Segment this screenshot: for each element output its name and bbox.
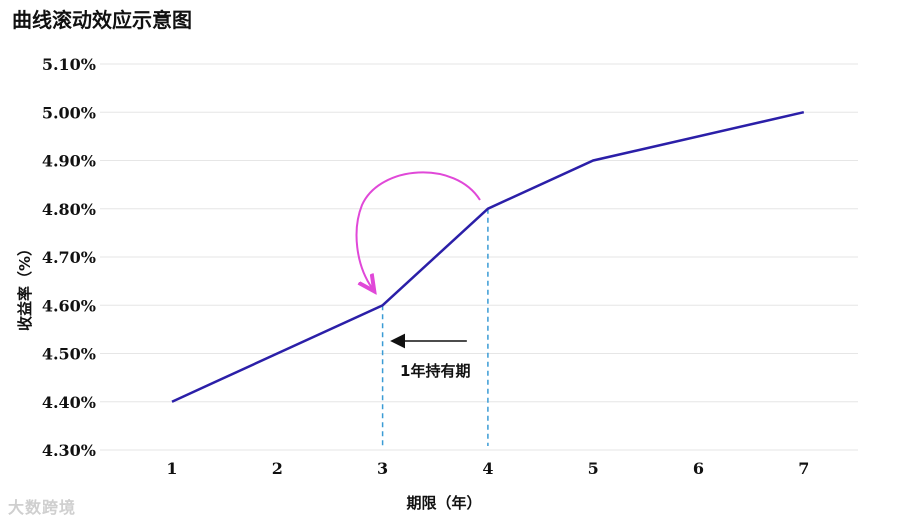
chart-title: 曲线滚动效应示意图 — [12, 8, 192, 32]
x-tick-label: 7 — [798, 459, 809, 478]
y-tick-label: 4.60% — [42, 296, 96, 315]
x-tick-label: 2 — [272, 459, 283, 478]
x-axis-ticks: 1 2 3 4 5 6 7 — [166, 459, 809, 478]
holding-period-label: 1年持有期 — [400, 362, 470, 380]
holding-period-guides — [381, 208, 489, 446]
watermark: 大数跨境 — [8, 498, 77, 517]
y-tick-label: 4.90% — [42, 152, 96, 171]
y-tick-label: 5.00% — [42, 103, 96, 122]
y-axis-ticks: 4.30% 4.40% 4.50% 4.60% 4.70% 4.80% 4.90% 5.00%… — [42, 55, 96, 460]
x-tick-label: 1 — [166, 459, 177, 478]
roll-down-arrow — [355, 171, 481, 288]
y-tick-label: 4.40% — [42, 393, 96, 412]
x-tick-label: 3 — [377, 459, 388, 478]
gridlines — [100, 63, 858, 451]
y-tick-label: 4.30% — [42, 441, 96, 460]
y-tick-label: 4.80% — [42, 200, 96, 219]
y-tick-label: 4.50% — [42, 345, 96, 364]
x-tick-label: 6 — [693, 459, 704, 478]
x-tick-label: 5 — [588, 459, 599, 478]
x-axis-label: 期限（年） — [406, 494, 481, 512]
y-axis-label: 收益率（%） — [16, 241, 34, 331]
yield-curve-line — [171, 110, 805, 403]
y-tick-label: 5.10% — [42, 55, 96, 74]
x-tick-label: 4 — [482, 459, 493, 478]
y-tick-label: 4.70% — [42, 248, 96, 267]
